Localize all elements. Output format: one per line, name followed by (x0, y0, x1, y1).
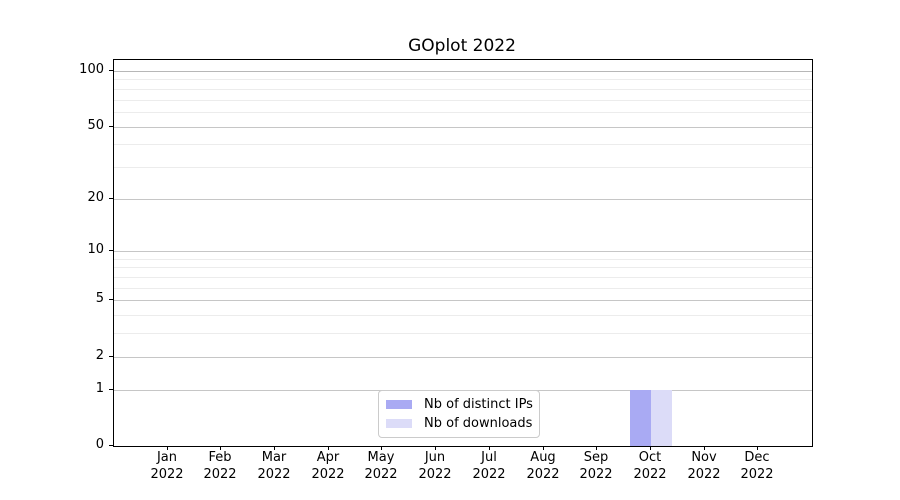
gridline-minor-30 (114, 166, 812, 168)
legend-item-downloads: Nb of downloads (386, 414, 533, 433)
x-tick-label-apr: Apr 2022 (311, 450, 345, 482)
gridline-minor-4 (114, 315, 812, 317)
legend: Nb of distinct IPs Nb of downloads (378, 390, 540, 438)
x-tick-label-dec: Dec 2022 (740, 450, 774, 482)
x-tick-jun (435, 446, 436, 450)
y-tick-10 (109, 250, 113, 251)
y-tick-label-1: 1 (95, 381, 104, 396)
y-tick-label-10: 10 (87, 242, 104, 257)
y-tick-2 (109, 356, 113, 357)
x-tick-dec (757, 446, 758, 450)
x-tick-may (381, 446, 382, 450)
y-tick-label-2: 2 (95, 348, 104, 363)
gridline-minor-3 (114, 333, 812, 335)
legend-item-distinct-ips: Nb of distinct IPs (386, 395, 533, 414)
gridline-minor-80 (114, 88, 812, 90)
x-tick-label-jul: Jul 2022 (472, 450, 506, 482)
gridline-minor-7 (114, 277, 812, 279)
gridline-minor-40 (114, 144, 812, 146)
legend-swatch-downloads (386, 419, 412, 428)
x-tick-nov (704, 446, 705, 450)
y-tick-label-50: 50 (87, 118, 104, 133)
y-tick-0 (109, 445, 113, 446)
x-tick-label-may: May 2022 (364, 450, 398, 482)
gridline-minor-60 (114, 111, 812, 113)
bar-nb-of-downloads-oct (651, 389, 672, 446)
gridline-major-10 (114, 251, 812, 253)
chart-title: GOplot 2022 (408, 36, 516, 56)
x-tick-label-aug: Aug 2022 (526, 450, 560, 482)
gridline-major-20 (114, 198, 812, 200)
x-tick-sep (596, 446, 597, 450)
x-tick-mar (274, 446, 275, 450)
plot-area (113, 59, 813, 447)
x-tick-oct (650, 446, 651, 450)
bar-nb-of-distinct-ips-oct (630, 389, 651, 446)
x-tick-feb (220, 446, 221, 450)
legend-label-downloads: Nb of downloads (424, 416, 533, 431)
gridline-minor-9 (114, 258, 812, 260)
gridline-minor-6 (114, 287, 812, 289)
gridline-major-50 (114, 126, 812, 128)
legend-label-distinct-ips: Nb of distinct IPs (424, 397, 533, 412)
x-tick-label-jan: Jan 2022 (150, 450, 184, 482)
legend-swatch-distinct-ips (386, 400, 412, 409)
x-tick-jul (489, 446, 490, 450)
x-tick-label-mar: Mar 2022 (257, 450, 291, 482)
gridline-major-2 (114, 356, 812, 358)
x-tick-label-oct: Oct 2022 (633, 450, 667, 482)
gridline-minor-8 (114, 267, 812, 269)
y-tick-1 (109, 389, 113, 390)
y-tick-label-0: 0 (95, 437, 104, 452)
x-tick-label-nov: Nov 2022 (687, 450, 721, 482)
y-tick-label-20: 20 (87, 190, 104, 205)
x-tick-label-jun: Jun 2022 (418, 450, 452, 482)
y-tick-20 (109, 198, 113, 199)
gridline-major-100 (114, 71, 812, 72)
y-tick-label-100: 100 (79, 62, 104, 77)
gridline-major-5 (114, 300, 812, 302)
y-tick-label-5: 5 (95, 291, 104, 306)
x-tick-jan (167, 446, 168, 450)
y-tick-5 (109, 299, 113, 300)
x-tick-aug (543, 446, 544, 450)
x-tick-label-feb: Feb 2022 (203, 450, 237, 482)
y-tick-50 (109, 126, 113, 127)
gridline-minor-90 (114, 79, 812, 81)
y-tick-100 (109, 70, 113, 71)
x-tick-label-sep: Sep 2022 (579, 450, 613, 482)
x-tick-apr (328, 446, 329, 450)
gridline-minor-70 (114, 99, 812, 101)
